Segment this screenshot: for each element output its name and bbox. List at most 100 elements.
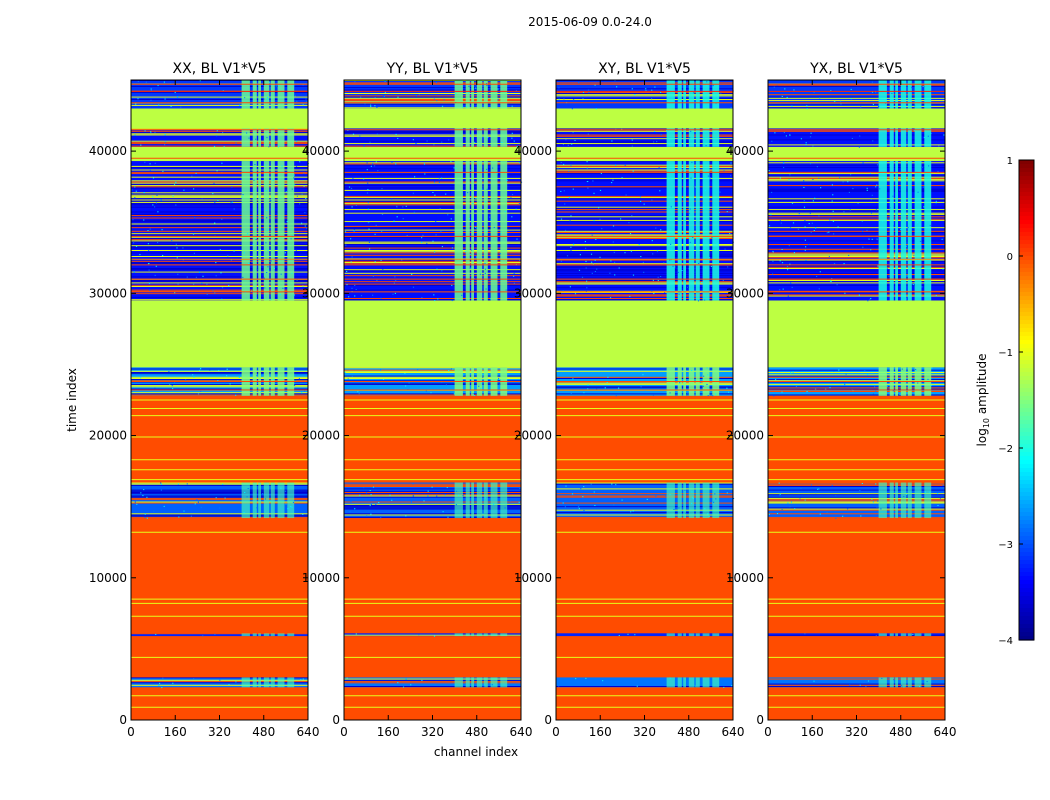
- heatmap-band: [131, 300, 308, 368]
- heatmap-band: [768, 395, 945, 483]
- noise-speckle: [864, 370, 866, 371]
- noise-speckle: [143, 219, 145, 221]
- heatmap-row: [556, 240, 733, 242]
- noise-speckle: [704, 508, 706, 510]
- noise-speckle: [845, 373, 847, 375]
- noise-speckle: [441, 270, 443, 272]
- noise-speckle: [604, 387, 606, 389]
- noise-speckle: [783, 162, 785, 164]
- heatmap-row: [556, 145, 733, 147]
- heatmap-row: [131, 165, 308, 167]
- colorbar-tick-label: −2: [998, 444, 1013, 455]
- noise-speckle: [664, 292, 666, 293]
- heatmap-row: [131, 489, 308, 491]
- noise-speckle: [164, 141, 167, 143]
- noise-speckle: [186, 276, 188, 278]
- heatmap-row: [768, 256, 945, 257]
- noise-speckle: [903, 686, 905, 688]
- noise-speckle: [560, 190, 562, 192]
- noise-speckle: [405, 678, 407, 680]
- heatmap-row: [556, 221, 733, 223]
- heatmap-row: [768, 198, 945, 200]
- noise-speckle: [770, 214, 772, 216]
- noise-speckle: [691, 491, 693, 493]
- heatmap-row: [131, 212, 308, 214]
- noise-speckle: [302, 514, 304, 515]
- heatmap-row: [768, 375, 945, 377]
- heatmap-row: [344, 161, 521, 163]
- heatmap-row: [768, 163, 945, 165]
- noise-speckle: [612, 241, 614, 243]
- heatmap-row: [768, 500, 945, 502]
- heatmap-row: [131, 379, 308, 381]
- noise-speckle: [435, 221, 437, 223]
- heatmap-row: [768, 683, 945, 685]
- heatmap-row: [768, 253, 945, 255]
- heatmap-row: [131, 132, 308, 134]
- noise-speckle: [214, 292, 216, 294]
- heatmap-row: [556, 265, 733, 267]
- noise-speckle: [518, 203, 520, 204]
- heatmap-band: [344, 636, 521, 678]
- heatmap-row: [131, 256, 308, 257]
- x-tick-label: 160: [377, 725, 400, 739]
- noise-speckle: [263, 98, 265, 100]
- heatmap-row: [556, 374, 733, 376]
- heatmap-row: [131, 173, 308, 175]
- heatmap-row: [556, 223, 733, 225]
- noise-speckle: [631, 215, 633, 217]
- heatmap-row: [131, 290, 308, 292]
- heatmap-row: [344, 276, 521, 278]
- noise-speckle: [253, 179, 255, 181]
- heatmap-row: [556, 143, 733, 145]
- heatmap-row: [556, 198, 733, 200]
- noise-speckle: [706, 81, 708, 83]
- heatmap-row: [344, 500, 521, 502]
- noise-speckle: [866, 187, 868, 189]
- heatmap-row: [344, 236, 521, 238]
- noise-speckle: [719, 191, 721, 193]
- noise-speckle: [875, 635, 877, 637]
- heatmap-row: [768, 145, 945, 147]
- heatmap-row: [556, 259, 733, 261]
- colorbar-segment: [1019, 532, 1034, 537]
- active-channel-block: [900, 161, 907, 301]
- heatmap-row: [344, 256, 521, 257]
- heatmap-row: [131, 170, 308, 172]
- noise-speckle: [221, 298, 223, 300]
- noise-speckle: [247, 488, 249, 489]
- heatmap-row: [131, 138, 308, 140]
- noise-speckle: [471, 220, 473, 222]
- heatmap-row: [131, 367, 308, 369]
- heatmap-row: [344, 132, 521, 134]
- noise-speckle: [660, 92, 662, 93]
- heatmap-row: [344, 170, 521, 172]
- noise-speckle: [815, 492, 817, 494]
- noise-speckle: [923, 137, 925, 138]
- noise-speckle: [158, 685, 160, 686]
- noise-speckle: [722, 279, 724, 281]
- noise-speckle: [511, 105, 513, 107]
- active-channel-block: [465, 482, 470, 519]
- noise-speckle: [156, 194, 158, 196]
- noise-speckle: [776, 513, 779, 514]
- noise-speckle: [382, 95, 384, 97]
- noise-speckle: [772, 273, 774, 275]
- noise-speckle: [704, 267, 707, 269]
- heatmap-row: [768, 187, 945, 189]
- noise-speckle: [704, 189, 707, 191]
- noise-speckle: [469, 169, 471, 171]
- noise-speckle: [810, 231, 812, 233]
- noise-speckle: [451, 284, 453, 286]
- noise-speckle: [381, 214, 384, 215]
- heatmap-row: [556, 507, 733, 509]
- heatmap-row: [768, 379, 945, 381]
- noise-speckle: [221, 287, 224, 289]
- noise-speckle: [294, 95, 296, 97]
- heatmap-row: [131, 516, 308, 518]
- noise-speckle: [723, 170, 725, 172]
- noise-speckle: [804, 633, 806, 635]
- noise-speckle: [144, 517, 146, 519]
- noise-speckle: [812, 200, 814, 202]
- noise-speckle: [347, 378, 349, 380]
